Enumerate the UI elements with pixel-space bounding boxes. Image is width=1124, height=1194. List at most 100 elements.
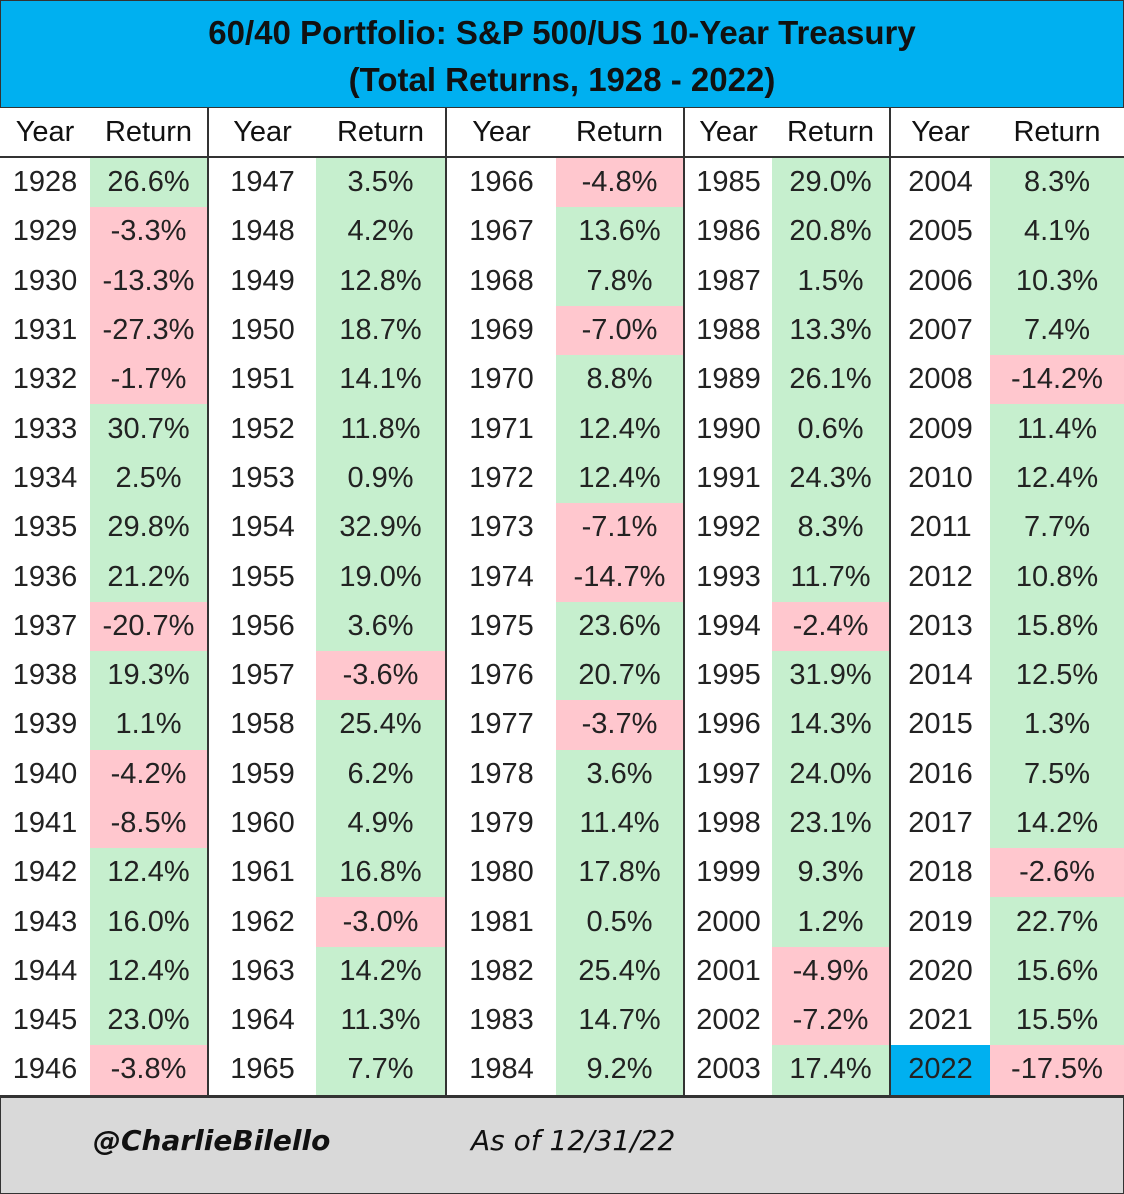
return-cell: 10.3%	[990, 256, 1124, 306]
year-cell: 1999	[683, 848, 772, 898]
return-cell: 8.8%	[556, 355, 684, 405]
returns-table: Year Return Year Return Year Return Year Return…	[0, 108, 1124, 1097]
return-cell: 19.3%	[90, 650, 208, 701]
year-cell: 1967	[445, 207, 556, 257]
return-cell: 17.8%	[556, 848, 684, 898]
as-of-date: As of 12/31/22	[471, 1124, 676, 1157]
return-cell: 12.4%	[90, 848, 208, 898]
author-handle: @CharlieBilello	[93, 1124, 331, 1157]
return-cell: -2.4%	[772, 601, 890, 651]
year-cell: 2006	[889, 256, 990, 306]
return-cell: 30.7%	[90, 404, 208, 454]
header-year-2: Year	[207, 108, 316, 158]
return-cell: 14.2%	[990, 798, 1124, 849]
return-cell: -8.5%	[90, 798, 208, 849]
return-cell: 11.3%	[316, 996, 446, 1046]
year-cell: 1972	[445, 453, 556, 504]
year-cell: 1973	[445, 503, 556, 553]
table-row: 1939 1.1% 1958 25.4% 1977 -3.7% 1996 14.3% 2015 1…	[0, 700, 1124, 750]
return-cell: 23.6%	[556, 601, 684, 651]
table-row: 1942 12.4% 1961 16.8% 1980 17.8% 1999 9.3% 2018-…	[0, 848, 1124, 898]
year-cell: 1932	[0, 355, 90, 405]
year-cell: 1992	[683, 503, 772, 553]
return-cell: -3.7%	[556, 700, 684, 750]
return-cell: 3.5%	[316, 157, 446, 208]
year-cell: 1958	[207, 700, 316, 750]
table-row: 1935 29.8% 1954 32.9% 1973 -7.1% 1992 8.3% 2011 7…	[0, 503, 1124, 553]
year-cell: 2019	[889, 897, 990, 947]
return-cell: 4.1%	[990, 207, 1124, 257]
return-cell: 11.7%	[772, 552, 890, 602]
year-cell: 1955	[207, 552, 316, 602]
year-cell: 1948	[207, 207, 316, 257]
year-cell: 1968	[445, 256, 556, 306]
year-cell: 2008	[889, 355, 990, 405]
year-cell: 1952	[207, 404, 316, 454]
table-body: 1928 26.6% 1947 3.5% 1966 -4.8% 1985 29.0% 2004 8…	[0, 157, 1124, 1097]
table-row: 1931 -27.3% 1950 18.7% 1969 -7.0% 1988 13.3% 200…	[0, 305, 1124, 356]
return-cell: 7.8%	[556, 256, 684, 306]
year-cell: 2003	[683, 1045, 772, 1097]
year-cell: 1940	[0, 749, 90, 799]
return-cell: 12.5%	[990, 650, 1124, 701]
return-cell: 15.8%	[990, 601, 1124, 651]
year-cell: 2011	[889, 503, 990, 553]
year-cell: 1969	[445, 305, 556, 356]
table-row: 1934 2.5% 1953 0.9% 1972 12.4% 1991 24.3% 2010 12…	[0, 453, 1124, 504]
year-cell: 1983	[445, 996, 556, 1046]
year-cell: 1965	[207, 1045, 316, 1097]
year-cell: 2007	[889, 305, 990, 356]
return-cell: -4.8%	[556, 157, 684, 208]
return-cell: -3.0%	[316, 897, 446, 947]
return-cell: 19.0%	[316, 552, 446, 602]
year-cell: 2018	[889, 848, 990, 898]
year-cell: 1928	[0, 157, 90, 208]
header-year-1: Year	[0, 108, 90, 158]
return-cell: 11.4%	[556, 798, 684, 849]
year-cell: 1944	[0, 946, 90, 997]
year-cell: 2000	[683, 897, 772, 947]
table-row: 1946 -3.8% 1965 7.7% 1984 9.2% 2003 17.4% 2022 -1…	[0, 1045, 1124, 1097]
header-return-4: Return	[772, 108, 890, 158]
return-cell: -3.3%	[90, 207, 208, 257]
header-return-2: Return	[316, 108, 446, 158]
return-cell: 14.2%	[316, 946, 446, 997]
return-cell: 12.4%	[556, 453, 684, 504]
table-row: 1932 -1.7% 1951 14.1% 1970 8.8% 1989 26.1% 2008-…	[0, 355, 1124, 405]
year-cell: 1954	[207, 503, 316, 553]
return-cell: 9.3%	[772, 848, 890, 898]
return-cell: 20.8%	[772, 207, 890, 257]
return-cell: 9.2%	[556, 1045, 684, 1097]
header-row: Year Return Year Return Year Return Year Return…	[0, 108, 1124, 158]
return-cell: -3.8%	[90, 1045, 208, 1097]
year-cell: 1942	[0, 848, 90, 898]
chart-subtitle: (Total Returns, 1928 - 2022)	[348, 61, 776, 98]
year-cell: 1934	[0, 453, 90, 504]
return-cell: 4.9%	[316, 798, 446, 849]
year-cell: 1951	[207, 355, 316, 405]
return-cell: 16.0%	[90, 897, 208, 947]
year-cell: 1957	[207, 650, 316, 701]
year-cell: 1929	[0, 207, 90, 257]
year-cell: 2013	[889, 601, 990, 651]
year-cell: 1931	[0, 305, 90, 356]
return-cell: -14.7%	[556, 552, 684, 602]
return-cell: 6.2%	[316, 749, 446, 799]
year-cell: 1974	[445, 552, 556, 602]
return-cell: -7.1%	[556, 503, 684, 553]
year-cell: 1953	[207, 453, 316, 504]
return-cell: 1.1%	[90, 700, 208, 750]
year-cell: 1990	[683, 404, 772, 454]
year-cell: 2012	[889, 552, 990, 602]
return-cell: 12.8%	[316, 256, 446, 306]
year-cell: 1960	[207, 798, 316, 849]
return-cell: 7.7%	[316, 1045, 446, 1097]
return-cell: 25.4%	[556, 946, 684, 997]
returns-grid: Year Return Year Return Year Return Year Return…	[0, 108, 1124, 1097]
year-cell: 1982	[445, 946, 556, 997]
year-cell: 2002	[683, 996, 772, 1046]
year-cell: 1993	[683, 552, 772, 602]
return-cell: 21.2%	[90, 552, 208, 602]
year-cell: 1966	[445, 157, 556, 208]
year-cell: 1964	[207, 996, 316, 1046]
